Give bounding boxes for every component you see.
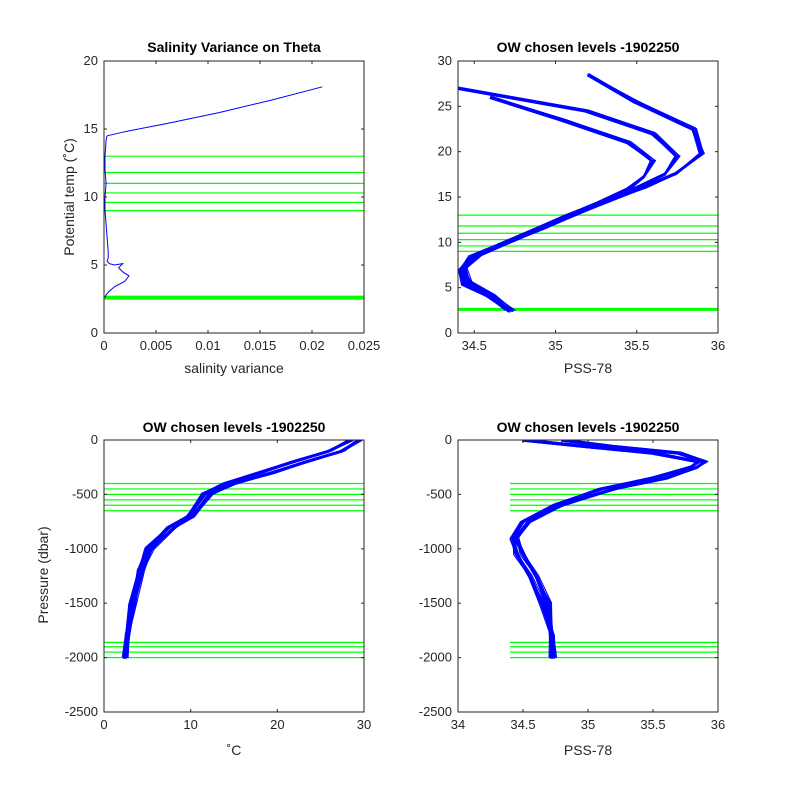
y-tick-label: -1500	[419, 595, 452, 610]
x-tick-label: 34.5	[510, 717, 535, 732]
x-tick-label: 34	[451, 717, 465, 732]
y-tick-label: -1500	[65, 595, 98, 610]
y-tick-label: -1000	[65, 541, 98, 556]
panel-3-ylabel: Pressure (dbar)	[35, 526, 51, 623]
panel-2-title: OW chosen levels -1902250	[497, 39, 680, 55]
panel-4-title: OW chosen levels -1902250	[497, 419, 680, 435]
y-tick-label: 20	[84, 53, 98, 68]
x-tick-label: 0.01	[195, 338, 220, 353]
x-tick-label: 10	[183, 717, 197, 732]
y-tick-label: 10	[438, 234, 452, 249]
x-tick-label: 0.02	[299, 338, 324, 353]
profile-line	[106, 86, 323, 137]
x-tick-label: 0.015	[244, 338, 277, 353]
y-tick-label: 30	[438, 53, 452, 68]
y-tick-label: 0	[445, 325, 452, 340]
y-tick-label: -500	[426, 486, 452, 501]
profile-line	[104, 135, 130, 298]
x-tick-label: 0	[100, 338, 107, 353]
panel-3-xlabel: ˚C	[227, 742, 242, 758]
panel-2-xlabel: PSS-78	[564, 360, 612, 376]
panel-1-xlabel: salinity variance	[184, 360, 284, 376]
y-tick-label: 15	[438, 189, 452, 204]
profile-line	[515, 440, 708, 658]
y-tick-label: -1000	[419, 541, 452, 556]
y-tick-label: 10	[84, 189, 98, 204]
y-tick-label: 15	[84, 121, 98, 136]
y-tick-label: 5	[91, 257, 98, 272]
y-tick-label: -2000	[419, 650, 452, 665]
y-tick-label: -2500	[419, 704, 452, 719]
profile-line	[511, 440, 702, 658]
x-tick-label: 0.025	[348, 338, 381, 353]
y-tick-label: -500	[72, 486, 98, 501]
x-tick-label: 35	[548, 338, 562, 353]
y-tick-label: 0	[91, 325, 98, 340]
x-tick-label: 30	[357, 717, 371, 732]
x-tick-label: 34.5	[462, 338, 487, 353]
profile-line	[466, 73, 705, 311]
axes-box	[103, 439, 365, 713]
y-tick-label: 0	[91, 432, 98, 447]
y-tick-label: -2000	[65, 650, 98, 665]
y-tick-label: -2500	[65, 704, 98, 719]
y-tick-label: 5	[445, 280, 452, 295]
panel-3-title: OW chosen levels -1902250	[143, 419, 326, 435]
y-tick-label: 25	[438, 98, 452, 113]
y-tick-label: 0	[445, 432, 452, 447]
x-tick-label: 0.005	[140, 338, 173, 353]
x-tick-label: 35	[581, 717, 595, 732]
profile-line	[125, 440, 363, 658]
x-tick-label: 35.5	[624, 338, 649, 353]
panel-pressure-temperature: OW chosen levels -1902250 ˚C Pressure (d…	[35, 419, 371, 758]
panel-1-title: Salinity Variance on Theta	[147, 39, 321, 55]
x-tick-label: 0	[100, 717, 107, 732]
panel-pressure-salinity: OW chosen levels -1902250 PSS-78 34 34.5 3…	[419, 419, 725, 758]
x-tick-label: 36	[711, 338, 725, 353]
panel-salinity-variance: Salinity Variance on Theta salinity vari…	[61, 39, 380, 376]
x-tick-label: 20	[270, 717, 284, 732]
x-tick-label: 36	[711, 717, 725, 732]
panel-1-ylabel: Potential temp (˚C)	[61, 138, 77, 255]
profile-line	[124, 440, 361, 657]
y-tick-label: 20	[438, 144, 452, 159]
panel-4-xlabel: PSS-78	[564, 742, 612, 758]
profile-line	[461, 96, 656, 310]
x-tick-label: 35.5	[640, 717, 665, 732]
panel-theta-salinity: OW chosen levels -1902250 PSS-78 34.5 35 3…	[438, 39, 726, 376]
